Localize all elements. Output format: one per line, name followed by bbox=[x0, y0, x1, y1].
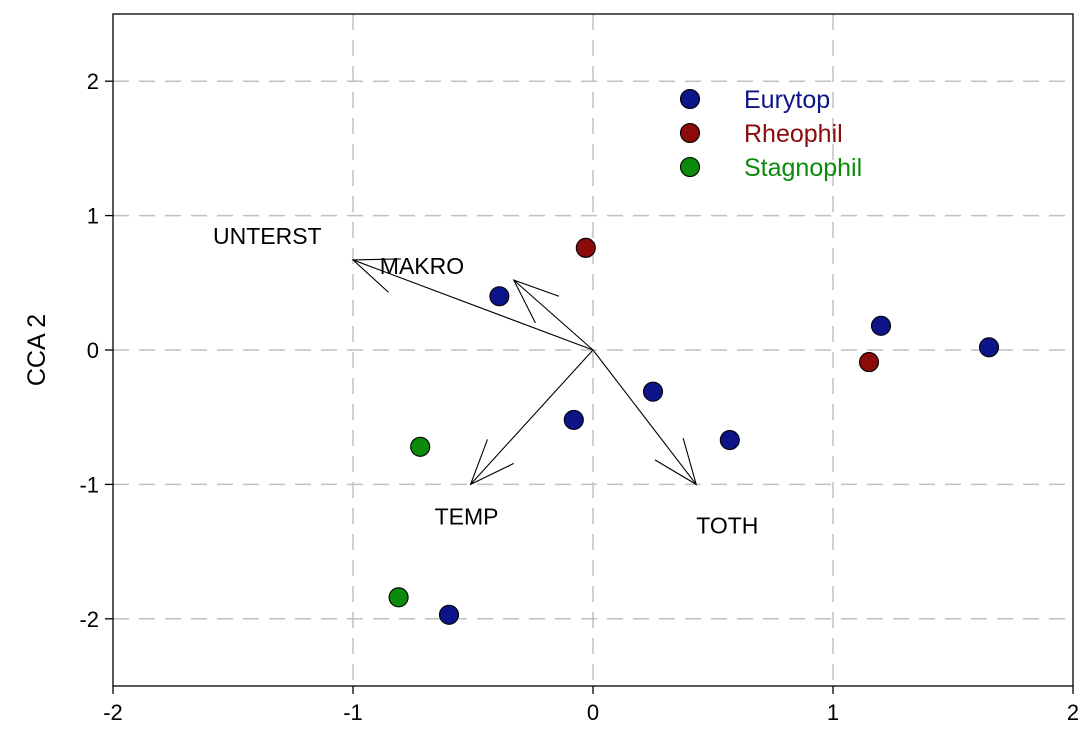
rheophil-point-1 bbox=[858, 352, 880, 373]
x-tick-label-3: 1 bbox=[827, 700, 839, 725]
stagnophil-point-1 bbox=[388, 587, 409, 608]
legend: Eurytop Rheophil Stagnophil bbox=[679, 86, 862, 182]
eurytop-point-2 bbox=[563, 409, 584, 430]
y-tick-label-0: -2 bbox=[79, 607, 99, 632]
legend-marker-rheophil bbox=[679, 122, 701, 144]
rheophil-point-0 bbox=[575, 237, 596, 258]
environment-vectors: UNTERST MAKRO TEMP TOTH bbox=[213, 223, 758, 538]
vector-arrowhead bbox=[351, 258, 402, 293]
vector-line bbox=[513, 279, 594, 351]
vector-line bbox=[470, 349, 594, 485]
x-tick-label-4: 2 bbox=[1067, 700, 1079, 725]
vector-line bbox=[592, 349, 697, 485]
vector-label: TEMP bbox=[435, 503, 499, 529]
vector-arrowhead bbox=[654, 438, 698, 486]
sample-points bbox=[388, 237, 1000, 625]
eurytop-point-0 bbox=[489, 286, 510, 307]
eurytop-point-1 bbox=[642, 381, 664, 402]
vector-label: TOTH bbox=[696, 512, 758, 538]
y-tick-label-4: 2 bbox=[87, 69, 99, 94]
y-tick-label-2: 0 bbox=[87, 338, 99, 363]
vector-makro: MAKRO bbox=[380, 253, 594, 351]
stagnophil-point-0 bbox=[410, 436, 431, 457]
vector-label: UNTERST bbox=[213, 223, 322, 249]
x-tick-label-2: 0 bbox=[587, 700, 599, 725]
legend-label-rheophil: Rheophil bbox=[744, 120, 843, 148]
eurytop-point-6 bbox=[438, 604, 460, 625]
vector-temp: TEMP bbox=[435, 349, 594, 529]
vector-label: MAKRO bbox=[380, 253, 464, 279]
eurytop-point-5 bbox=[978, 337, 1000, 358]
vector-arrowhead bbox=[512, 279, 560, 324]
vector-arrowhead bbox=[469, 439, 515, 486]
axis-ticks: -2 -1 0 1 2 -2 -1 0 1 2 bbox=[79, 69, 1079, 725]
y-axis-title: CCA 2 bbox=[23, 314, 51, 386]
eurytop-point-3 bbox=[719, 429, 740, 451]
legend-label-eurytop: Eurytop bbox=[744, 86, 830, 114]
vector-line bbox=[352, 259, 594, 351]
legend-marker-stagnophil bbox=[679, 156, 701, 178]
y-tick-label-1: -1 bbox=[79, 472, 99, 497]
legend-label-stagnophil: Stagnophil bbox=[744, 154, 862, 182]
y-tick-label-3: 1 bbox=[87, 204, 99, 229]
eurytop-point-4 bbox=[870, 315, 892, 336]
vector-unterst: UNTERST bbox=[213, 223, 594, 351]
vector-toth: TOTH bbox=[592, 349, 758, 538]
x-tick-label-1: -1 bbox=[343, 700, 363, 725]
legend-marker-eurytop bbox=[679, 88, 701, 110]
x-tick-label-0: -2 bbox=[103, 700, 123, 725]
